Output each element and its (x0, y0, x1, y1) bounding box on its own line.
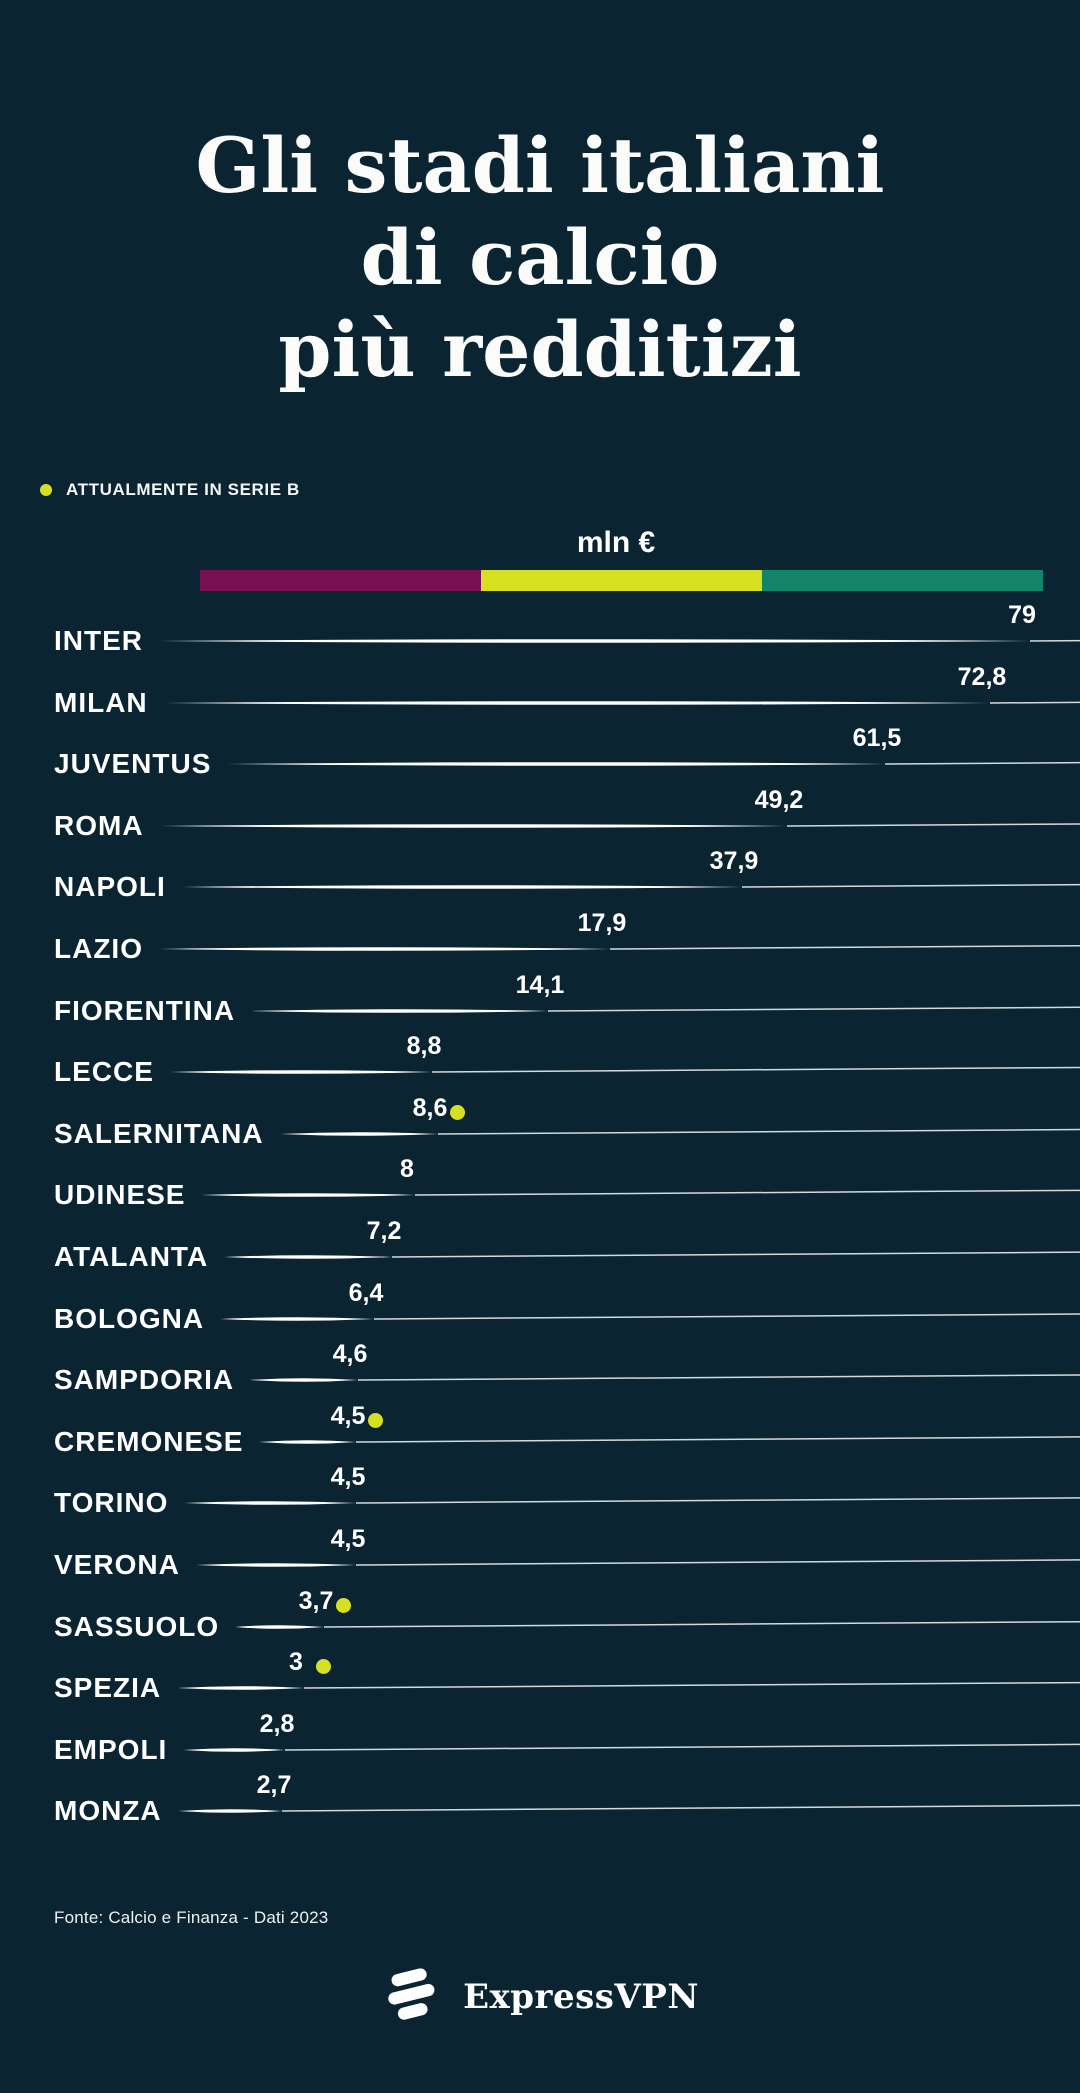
value-label: 4,5 (330, 1401, 366, 1430)
serie-b-legend-label: ATTUALMENTE IN SERIE B (66, 480, 300, 499)
team-label: NAPOLI (54, 871, 166, 903)
team-label: UDINESE (54, 1179, 186, 1211)
serie-b-dot-icon (368, 1412, 383, 1428)
team-label: EMPOLI (54, 1733, 168, 1765)
team-label: MONZA (54, 1795, 162, 1827)
serie-b-dot-icon (450, 1104, 465, 1120)
bar-wedge (177, 1682, 1080, 1690)
bar-wedge (159, 944, 1080, 951)
value-label: 8 (400, 1155, 414, 1184)
value-label: 2,7 (256, 1771, 292, 1800)
value-label: 49,2 (754, 785, 804, 814)
team-label: SPEZIA (54, 1672, 162, 1704)
scale-segment-teal (762, 570, 1043, 591)
bar-wedge (182, 884, 1080, 890)
team-label: VERONA (54, 1549, 180, 1580)
expressvpn-logo-icon (388, 1968, 435, 2020)
title-line-1: Gli stadi italiani (195, 120, 885, 210)
source-note: Fonte: Calcio e Finanza - Dati 2023 (54, 1908, 329, 1927)
team-label: MILAN (54, 686, 148, 718)
team-label: BOLOGNA (54, 1302, 205, 1334)
title-line-2: di calcio (360, 212, 720, 302)
value-label: 6,4 (348, 1278, 384, 1307)
team-label: JUVENTUS (54, 748, 212, 780)
scale-segment-yellow (481, 570, 762, 591)
value-label: 61,5 (852, 724, 902, 753)
value-label: 79 (1008, 601, 1036, 629)
bar-wedge (164, 700, 1080, 705)
bar-wedge (251, 1006, 1080, 1013)
value-label: 14,1 (515, 970, 565, 999)
bar-wedge (220, 1312, 1080, 1321)
value-label: 4,6 (332, 1340, 368, 1369)
team-label: SASSUOLO (54, 1610, 220, 1642)
team-label: FIORENTINA (54, 994, 236, 1026)
team-label: SAMPDORIA (54, 1364, 235, 1396)
value-label: 7,2 (366, 1217, 402, 1245)
team-label: ROMA (54, 809, 144, 841)
serie-b-dot-icon (316, 1659, 331, 1675)
value-label: 8,6 (412, 1093, 448, 1122)
team-label: LAZIO (54, 933, 143, 964)
team-label: SALERNITANA (54, 1117, 264, 1149)
team-label: CREMONESE (54, 1425, 244, 1457)
bar-wedge (235, 1620, 1080, 1629)
bar-wedge (159, 639, 1080, 643)
value-label: 3 (289, 1648, 303, 1677)
team-label: INTER (54, 625, 143, 656)
value-label: 2,8 (259, 1709, 295, 1738)
bar-wedge (250, 1374, 1080, 1382)
bar-wedge (224, 1251, 1080, 1259)
serie-b-legend: ATTUALMENTE IN SERIE B (40, 479, 300, 501)
bar-wedge (170, 1066, 1080, 1074)
team-label: TORINO (54, 1487, 169, 1519)
serie-b-dot-icon (336, 1597, 351, 1613)
unit-label: mln € (576, 526, 656, 559)
bar-wedge (196, 1559, 1080, 1567)
color-scale-bar (200, 570, 1043, 591)
scale-segment-purple (200, 570, 481, 591)
value-label: 37,9 (709, 847, 759, 876)
team-label: LECCE (54, 1056, 154, 1088)
team-label: ATALANTA (54, 1241, 209, 1272)
serie-b-legend-dot-icon (40, 484, 52, 496)
value-label: 8,8 (406, 1032, 442, 1061)
value-label: 3,7 (298, 1586, 334, 1615)
bar-wedge (178, 1805, 1080, 1814)
value-label: 4,5 (330, 1463, 366, 1492)
bar-wedge (160, 822, 1080, 828)
bar-wedge (201, 1189, 1080, 1198)
value-label: 17,9 (577, 909, 627, 937)
page-title: Gli stadi italiani di calcio più redditizi (0, 120, 1080, 396)
bar-wedge (183, 1743, 1080, 1752)
title-line-3: più redditizi (278, 304, 802, 394)
value-label: 72,8 (957, 662, 1007, 691)
bar-wedge (227, 762, 1080, 766)
bar-wedge (184, 1497, 1080, 1506)
bar-wedge (259, 1435, 1080, 1444)
value-label: 4,5 (330, 1525, 366, 1553)
expressvpn-wordmark: ExpressVPN (463, 1977, 699, 2017)
bar-wedge (280, 1128, 1080, 1136)
expressvpn-logo: ExpressVPN (0, 1962, 1080, 2032)
